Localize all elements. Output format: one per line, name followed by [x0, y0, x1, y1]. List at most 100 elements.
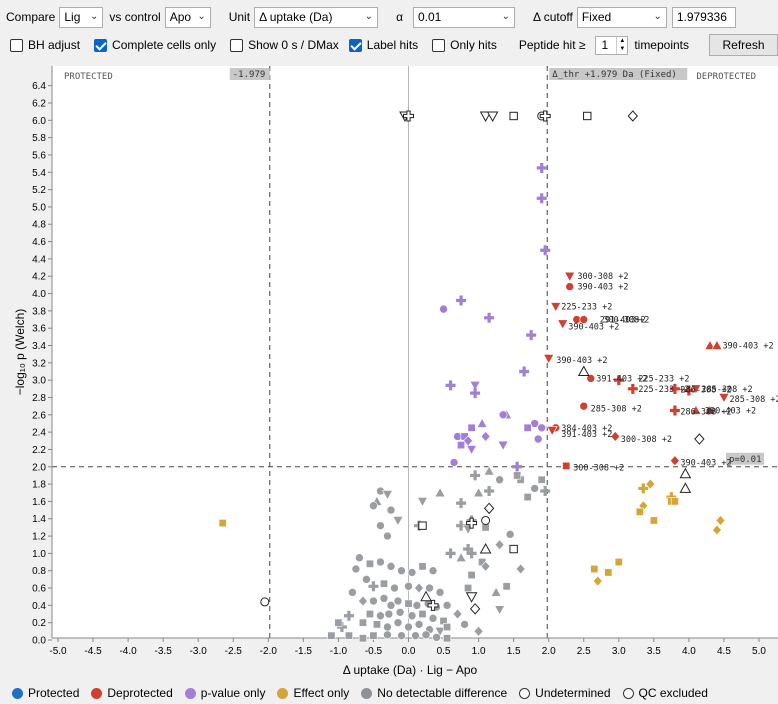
nodiff-point — [381, 490, 393, 501]
control-select[interactable]: Apo ⌄ — [164, 6, 211, 28]
plot-area — [52, 66, 778, 638]
deprot-point — [579, 401, 589, 411]
pval-point — [476, 417, 488, 428]
hit-label: 225-233 +2 — [638, 385, 689, 395]
alpha-line-label: p=0.01 — [729, 455, 762, 465]
nodiff-point — [505, 530, 515, 539]
alpha-select[interactable]: 0.01 ⌄ — [413, 6, 515, 28]
nodiff-point — [445, 548, 456, 559]
nodiff-point — [390, 583, 399, 593]
nodiff-point — [452, 608, 463, 620]
deprot-point — [690, 404, 702, 415]
y-tick-label: 1.2 — [32, 532, 46, 543]
threshold-neg-label-bg — [229, 68, 270, 80]
x-tick-label: 3.5 — [647, 646, 661, 657]
nodiff-point — [379, 594, 389, 603]
cutoff-mode-select[interactable]: Fixed ⌄ — [576, 6, 667, 28]
hit-label: 300-308+2 — [603, 316, 649, 326]
label-hits-label: Label hits — [366, 38, 419, 52]
chevron-down-icon: ⌄ — [501, 10, 510, 22]
nodiff-point — [358, 634, 367, 643]
cutoff-value-field[interactable]: 1.979336 — [671, 6, 736, 28]
peptide-hit-spinner[interactable]: 1 ▲ ▼ — [595, 35, 629, 55]
legend-label: p-value only — [200, 686, 266, 700]
y-tick-label: 1.6 — [32, 497, 46, 508]
bh-adjust-checkbox[interactable]: BH adjust — [10, 38, 80, 52]
deprot-point — [550, 302, 562, 313]
legend-item: No detectable difference — [361, 686, 507, 700]
legend: Protected Deprotected p-value only Effect o… — [0, 683, 778, 703]
nodiff-point — [376, 521, 385, 530]
unit-select[interactable]: Δ uptake (Da) ⌄ — [254, 6, 379, 28]
x-tick-label: -3.0 — [190, 646, 208, 657]
y-tick-label: 3.2 — [32, 358, 46, 369]
y-tick-label: 5.4 — [32, 168, 46, 179]
nodiff-point — [344, 631, 353, 640]
spinner-arrows-icon[interactable]: ▲ ▼ — [616, 36, 627, 54]
timepoints-label: timepoints — [634, 38, 690, 52]
cutoff-mode-value: Fixed — [581, 10, 612, 24]
y-tick-label: 5.8 — [32, 133, 46, 144]
unit-value: Δ uptake (Da) — [259, 10, 333, 24]
label-hits-checkbox[interactable]: Label hits — [348, 38, 419, 52]
hit-label: 390-403 +2 — [568, 322, 619, 332]
chevron-down-icon: ⌄ — [89, 10, 99, 22]
y-tick-label: 4.6 — [32, 237, 46, 248]
pval-point — [523, 423, 532, 432]
qc-point — [679, 482, 692, 493]
x-tick-label: 2.0 — [542, 646, 556, 657]
x-tick-label: 4.5 — [717, 646, 731, 657]
show-zero-checkbox[interactable]: Show 0 s / DMax — [230, 38, 339, 52]
alpha-label: α — [396, 10, 403, 24]
deprot-point — [586, 374, 596, 383]
legend-swatch — [12, 687, 23, 699]
y-tick-label: 3.6 — [32, 324, 46, 335]
pval-point — [449, 458, 459, 467]
nodiff-point — [386, 505, 396, 515]
nodiff-point — [530, 484, 539, 493]
cutoff-label: Δ cutoff — [533, 10, 573, 24]
qc-point — [509, 111, 518, 121]
nodiff-point — [407, 568, 417, 577]
nodiff-point — [418, 562, 427, 571]
compare-select[interactable]: Lig ⌄ — [59, 6, 104, 28]
volcano-plot: -1.979 Δ_thr +1.979 Da (Fixed) p=0.01 -5.0… — [13, 66, 778, 677]
nodiff-point — [421, 630, 431, 640]
complete-cells-checkbox[interactable]: Complete cells only — [94, 38, 216, 52]
qc-point — [539, 110, 551, 122]
y-tick-label: 1.8 — [32, 480, 46, 491]
nodiff-point — [473, 487, 485, 498]
only-hits-checkbox[interactable]: Only hits — [432, 38, 497, 52]
legend-swatch — [91, 687, 103, 699]
alpha-line-label-bg — [726, 452, 764, 465]
y-tick-label: 3.0 — [32, 376, 46, 387]
pval-point — [537, 423, 546, 433]
nodiff-point — [428, 566, 438, 576]
nodiff-point — [443, 634, 452, 643]
nodiff-point — [417, 497, 429, 508]
nodiff-point — [428, 614, 438, 623]
y-tick-label: 2.8 — [32, 393, 46, 404]
hit-label: 285-308 +2 — [591, 405, 642, 415]
nodiff-point — [365, 559, 374, 568]
qc-point — [479, 543, 492, 554]
effect-point — [614, 558, 623, 567]
checkbox-box — [10, 38, 23, 52]
qc-point — [479, 111, 492, 123]
nodiff-point — [443, 623, 452, 632]
y-tick-label: 0.4 — [32, 601, 46, 612]
pval-point — [497, 440, 509, 451]
deprot-point — [669, 455, 680, 467]
pval-point — [536, 162, 547, 173]
nodiff-point — [412, 601, 422, 610]
nodiff-point — [494, 539, 505, 551]
y-tick-label: 6.2 — [32, 98, 46, 109]
show-zero-label: Show 0 s / DMax — [248, 38, 339, 52]
nodiff-point — [397, 566, 406, 576]
pval-point — [533, 434, 543, 444]
legend-label: Protected — [28, 686, 80, 700]
refresh-button[interactable]: Refresh — [709, 34, 778, 56]
nodiff-point — [515, 563, 526, 575]
nodiff-point — [376, 557, 385, 567]
